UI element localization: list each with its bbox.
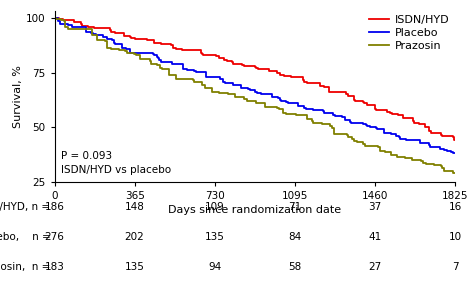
Text: ISDN/HYD, n =: ISDN/HYD, n = [0, 202, 51, 212]
X-axis label: Days since randomization date: Days since randomization date [168, 205, 341, 215]
Text: 37: 37 [368, 202, 382, 212]
ISDN/HYD [389, 113, 394, 116]
Placebo [452, 152, 458, 155]
Placebo [426, 143, 431, 147]
Text: 135: 135 [205, 232, 225, 242]
Text: 186: 186 [45, 202, 64, 212]
Prazosin [452, 171, 457, 175]
Placebo [374, 128, 380, 131]
ISDN/HYD [125, 35, 130, 38]
Text: 58: 58 [288, 262, 301, 272]
Text: P = 0.093
ISDN/HYD vs placebo: P = 0.093 ISDN/HYD vs placebo [61, 151, 171, 175]
Text: Prazosin,  n =: Prazosin, n = [0, 262, 51, 272]
Prazosin [439, 166, 445, 169]
ISDN/HYD [429, 131, 435, 135]
Line: Placebo: Placebo [55, 18, 455, 153]
Prazosin [452, 171, 458, 175]
ISDN/HYD [451, 138, 457, 141]
Prazosin [124, 51, 130, 55]
Line: ISDN/HYD: ISDN/HYD [55, 18, 455, 140]
Prazosin [388, 153, 393, 156]
Text: 84: 84 [288, 232, 301, 242]
Text: 71: 71 [288, 202, 301, 212]
Placebo [374, 126, 379, 129]
Text: 148: 148 [125, 202, 145, 212]
Text: 183: 183 [45, 262, 64, 272]
Text: 7: 7 [452, 262, 458, 272]
Placebo [191, 69, 197, 72]
Text: 94: 94 [208, 262, 221, 272]
Text: 109: 109 [205, 202, 225, 212]
ISDN/HYD [452, 139, 458, 142]
ISDN/HYD [384, 108, 390, 111]
Prazosin [191, 80, 197, 83]
Text: 10: 10 [448, 232, 462, 242]
Placebo [123, 47, 129, 51]
Prazosin [382, 149, 388, 153]
Text: 16: 16 [448, 202, 462, 212]
Text: 135: 135 [125, 262, 145, 272]
Text: 41: 41 [368, 232, 382, 242]
ISDN/HYD [451, 139, 457, 142]
Text: 202: 202 [125, 232, 145, 242]
Placebo [451, 151, 457, 154]
Legend: ISDN/HYD, Placebo, Prazosin: ISDN/HYD, Placebo, Prazosin [369, 15, 449, 51]
Text: 27: 27 [368, 262, 382, 272]
Text: Placebo,    n =: Placebo, n = [0, 232, 51, 242]
ISDN/HYD [52, 16, 57, 20]
Prazosin [52, 16, 57, 20]
Placebo [52, 16, 57, 20]
Y-axis label: Survival, %: Survival, % [13, 65, 23, 128]
ISDN/HYD [199, 51, 204, 55]
Prazosin [452, 171, 457, 175]
Text: 276: 276 [45, 232, 64, 242]
Placebo [451, 152, 457, 155]
Line: Prazosin: Prazosin [55, 18, 455, 173]
